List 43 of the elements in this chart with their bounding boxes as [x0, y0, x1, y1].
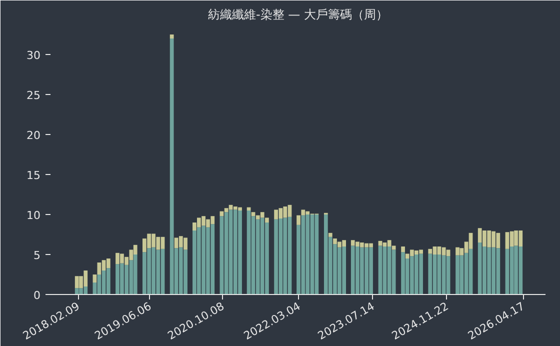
bar — [170, 38, 174, 294]
bar — [446, 250, 450, 256]
bar — [428, 254, 432, 294]
bar — [468, 232, 473, 249]
bar — [442, 255, 446, 294]
bar — [170, 34, 174, 38]
bar — [456, 255, 460, 294]
bar — [246, 210, 251, 294]
y-tick-label: 25 — [26, 89, 41, 102]
chart-title: 紡織纖維-染整 — 大戶籌碼（周） — [208, 8, 388, 22]
bar — [296, 215, 300, 225]
bar — [401, 246, 405, 252]
bar — [378, 246, 382, 294]
bar — [510, 246, 514, 294]
bar — [428, 248, 432, 254]
bar — [456, 247, 460, 256]
bar — [442, 247, 446, 256]
bar — [328, 232, 332, 237]
bar — [106, 258, 110, 268]
bar — [74, 288, 79, 294]
bar — [265, 218, 269, 222]
bar — [260, 212, 264, 218]
bar — [301, 210, 306, 216]
bar — [224, 208, 228, 212]
y-tick-label: 5 — [34, 249, 40, 262]
bar — [510, 231, 514, 246]
bar — [106, 268, 110, 294]
y-tick-label: 15 — [26, 169, 41, 182]
bar — [92, 274, 97, 282]
bar — [97, 274, 102, 294]
bar — [387, 240, 392, 246]
bar — [97, 262, 102, 274]
y-tick-label: 10 — [26, 209, 41, 222]
y-tick-label: 30 — [26, 49, 41, 62]
bar — [314, 214, 319, 294]
bar — [224, 212, 228, 294]
bar — [133, 254, 138, 294]
y-tick-label: 0 — [34, 289, 40, 302]
bar — [460, 255, 464, 294]
bar — [74, 276, 79, 288]
y-tick-label: 20 — [26, 129, 41, 142]
bar — [387, 246, 392, 294]
bar — [392, 250, 396, 294]
